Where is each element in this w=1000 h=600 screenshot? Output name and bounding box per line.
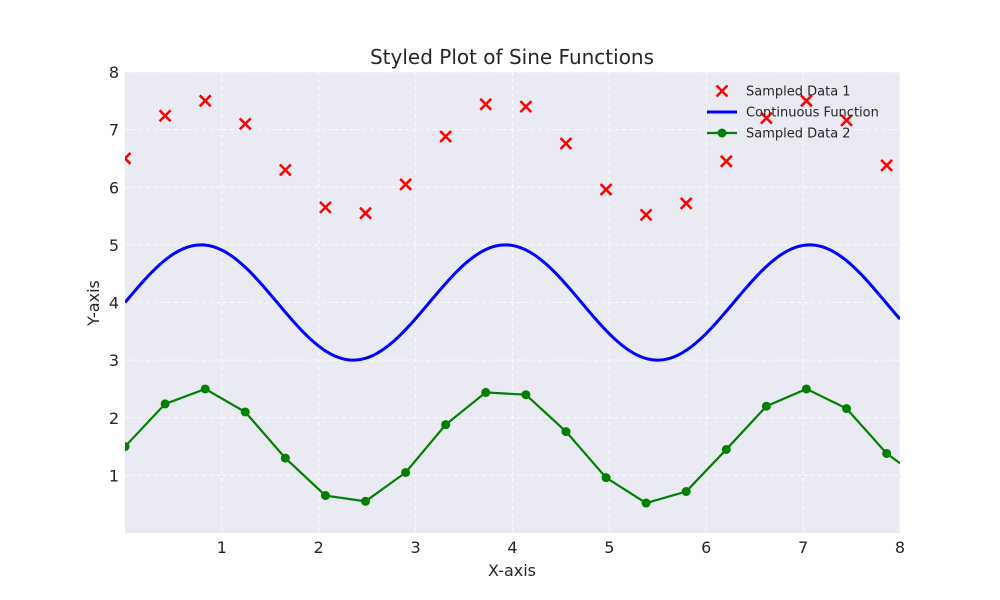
sampled-data-2-point <box>240 407 250 417</box>
sampled-data-2-point <box>601 473 611 483</box>
y-tick-label: 2 <box>109 409 119 428</box>
x-axis-label: X-axis <box>488 561 536 580</box>
sampled-data-1-point <box>679 197 693 210</box>
sampled-data-1-point <box>198 94 212 108</box>
sampled-data-2-point <box>561 427 571 437</box>
chart-title: Styled Plot of Sine Functions <box>370 45 654 69</box>
x-tick-label: 3 <box>411 538 421 557</box>
sampled-data-2-point <box>681 487 691 497</box>
y-axis-label: Y-axis <box>84 280 103 327</box>
x-tick-label: 1 <box>217 538 227 557</box>
sampled-data-2-point <box>320 491 330 501</box>
legend-entry: Sampled Data 1 <box>715 85 851 100</box>
sampled-data-1-point <box>719 154 733 168</box>
legend-label: Sampled Data 2 <box>746 127 851 142</box>
y-tick-label: 3 <box>109 351 119 370</box>
sampled-data-2-point <box>842 404 852 414</box>
sampled-data-2-point <box>125 442 130 452</box>
sampled-data-1-point <box>760 111 773 125</box>
sampled-data-2-point <box>160 399 170 409</box>
sampled-data-2-point <box>280 453 290 463</box>
sampled-data-2-point <box>200 384 210 394</box>
sampled-data-1-point <box>319 201 332 214</box>
legend-entry: Sampled Data 2 <box>707 127 851 142</box>
sampled-data-1-point <box>399 177 413 191</box>
sampled-data-2-point <box>641 498 651 508</box>
y-tick-label: 6 <box>109 178 119 197</box>
x-tick-label: 8 <box>895 538 905 557</box>
sampled-data-1-point <box>359 206 372 220</box>
sampled-data-2-point <box>801 384 811 394</box>
y-tick-label: 8 <box>109 63 119 82</box>
series-layer <box>125 94 900 508</box>
sampled-data-2-point <box>401 467 411 477</box>
sampled-data-2-point <box>721 444 731 454</box>
sampled-data-1-point <box>639 208 653 222</box>
y-tick-label: 4 <box>109 294 119 313</box>
x-tick-label: 4 <box>507 538 517 557</box>
y-tick-label: 5 <box>109 236 119 255</box>
legend-label: Sampled Data 1 <box>746 85 851 100</box>
sampled-data-1-point <box>840 114 853 127</box>
sampled-data-2-point <box>361 496 371 506</box>
x-tick-label: 5 <box>604 538 614 557</box>
sampled-data-1-point <box>278 163 292 177</box>
sampled-data-1-point <box>800 94 813 108</box>
sampled-data-1-point <box>125 152 132 165</box>
legend: Sampled Data 1 Continuous Function Sampled… <box>707 85 879 142</box>
sampled-data-1-point <box>559 137 573 150</box>
sampled-data-2-point <box>882 448 892 458</box>
continuous-function-line <box>125 243 900 362</box>
x-tick-label: 6 <box>701 538 711 557</box>
y-tick-labels: 1 2 3 4 5 6 7 8 <box>109 63 119 485</box>
legend-label: Continuous Function <box>746 106 879 121</box>
sampled-data-1-point <box>880 158 894 172</box>
sampled-data-1-point <box>479 97 493 111</box>
legend-entry: Continuous Function <box>707 106 879 121</box>
x-tick-label: 2 <box>314 538 324 557</box>
sampled-data-1-point <box>158 109 172 123</box>
sampled-data-1-point <box>519 100 533 113</box>
y-tick-label: 7 <box>109 121 119 140</box>
sampled-data-2-point <box>481 387 491 397</box>
y-tick-label: 1 <box>109 466 119 485</box>
sampled-data-2-point <box>761 401 771 411</box>
x-tick-labels: 1 2 3 4 5 6 7 8 <box>217 538 905 557</box>
grid-lines <box>125 71 901 533</box>
x-tick-label: 7 <box>798 538 808 557</box>
sampled-data-2-point <box>441 420 451 430</box>
sampled-data-2-point <box>521 390 531 400</box>
sampled-data-1-point <box>599 183 613 196</box>
sampled-data-1-point <box>439 130 453 143</box>
sampled-data-1-point <box>238 117 252 131</box>
